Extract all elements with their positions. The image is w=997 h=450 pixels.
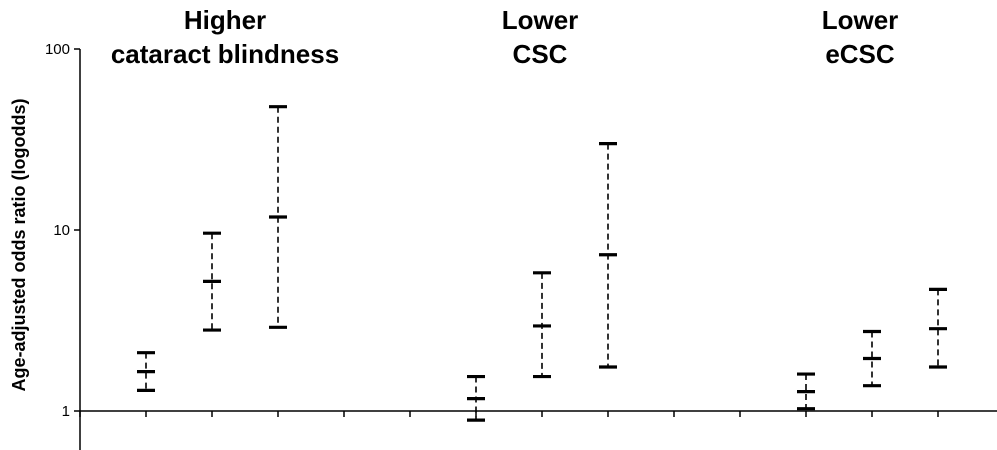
group-title-3-line-1: Lower: [822, 5, 899, 35]
group-title-1-line-2: cataract blindness: [111, 39, 339, 69]
chart-marks: [137, 105, 947, 422]
y-tick-label: 10: [53, 222, 70, 239]
group-titles: Higher cataract blindness Lower CSC Lowe…: [111, 5, 898, 69]
group-title-1-line-1: Higher: [184, 5, 266, 35]
y-tick-label: 1: [62, 403, 70, 420]
group-title-3-line-2: eCSC: [825, 39, 895, 69]
y-axis-label: Age-adjusted odds ratio (logodds): [9, 99, 29, 392]
group-title-2-line-1: Lower: [502, 5, 579, 35]
group-title-2-line-2: CSC: [513, 39, 568, 69]
y-tick-label: 100: [45, 41, 70, 58]
axes: 1 10 100: [45, 41, 997, 450]
